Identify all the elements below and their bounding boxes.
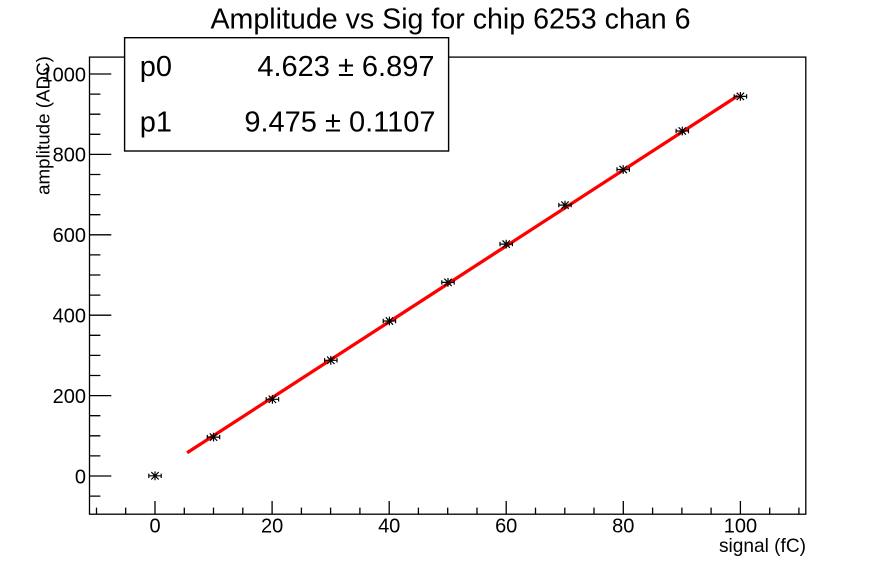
svg-text:amplitude (ADC): amplitude (ADC) xyxy=(33,56,54,195)
svg-text:9.475 ± 0.1107: 9.475 ± 0.1107 xyxy=(244,107,435,139)
svg-text:Amplitude vs Sig for chip 6253: Amplitude vs Sig for chip 6253 chan 6 xyxy=(210,4,690,36)
svg-text:1000: 1000 xyxy=(42,64,87,86)
svg-text:0: 0 xyxy=(149,516,160,538)
svg-text:0: 0 xyxy=(75,466,86,488)
svg-text:600: 600 xyxy=(53,225,86,247)
svg-text:200: 200 xyxy=(53,386,86,408)
svg-text:20: 20 xyxy=(261,516,283,538)
svg-text:800: 800 xyxy=(53,145,86,167)
svg-text:80: 80 xyxy=(612,516,634,538)
svg-text:400: 400 xyxy=(53,306,86,328)
svg-text:p0: p0 xyxy=(140,51,172,83)
svg-text:signal (fC): signal (fC) xyxy=(719,536,806,557)
svg-text:4.623 ± 6.897: 4.623 ± 6.897 xyxy=(257,51,434,83)
svg-text:p1: p1 xyxy=(140,107,172,139)
svg-text:100: 100 xyxy=(724,516,757,538)
svg-text:60: 60 xyxy=(495,516,517,538)
svg-text:40: 40 xyxy=(378,516,400,538)
